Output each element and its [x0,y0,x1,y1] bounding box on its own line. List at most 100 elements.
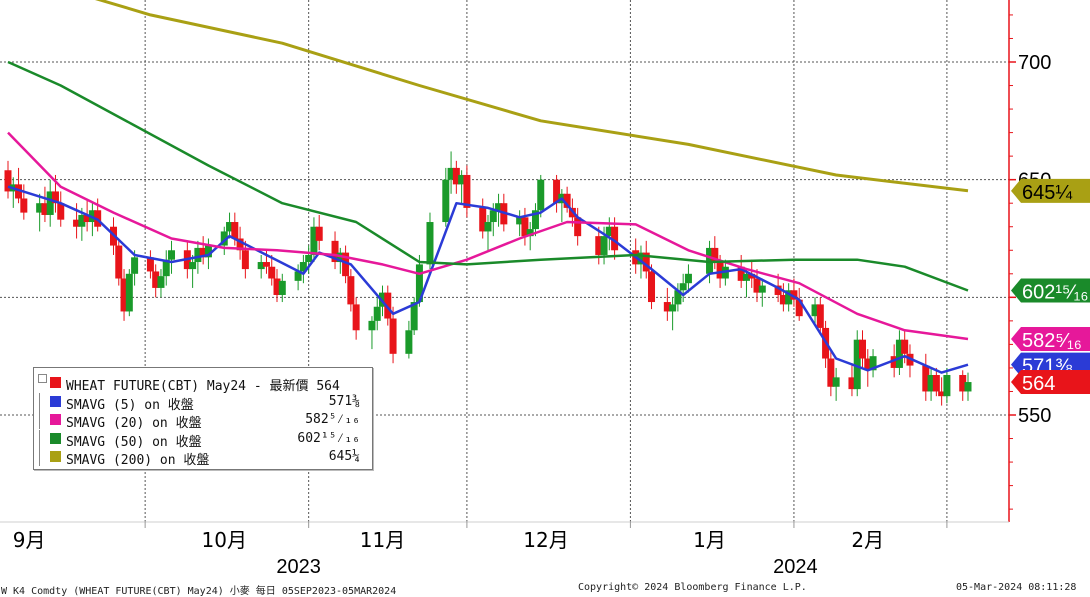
candle-body [336,252,344,263]
candle-body [832,377,840,387]
candle-body [384,292,392,319]
candle-body [890,356,898,368]
candle-body [637,252,645,265]
x-month-label: 9月 [13,528,46,552]
series-line-sma-3 [7,60,969,292]
candle-body [642,252,650,272]
candle-body [305,254,313,263]
candle-body [869,356,877,371]
footer-security-info: W K4 Comdty (WHEAT FUTURE(CBT) May24) 小麥… [1,586,397,597]
candle-body [463,174,471,208]
series-line-sma-2 [7,131,969,341]
candle-body [648,271,656,303]
candle-body [20,198,28,213]
candle-body [83,214,91,223]
candle-body [901,339,909,354]
candle-body [458,174,466,185]
candle-body [447,167,455,180]
legend-tree-line [39,429,48,448]
candle-body [932,374,940,392]
candle-body [268,266,276,279]
legend-swatch [50,377,61,388]
legend-swatch [50,414,61,425]
candle-body [484,222,492,232]
candlestick-group [4,151,972,406]
price-tag-background [1011,326,1090,351]
price-tag: 564 [1011,370,1090,395]
candle-body [204,245,212,258]
candle-body [51,191,59,204]
candle-body [231,222,239,239]
candle-body [964,382,972,392]
candle-body [785,290,793,305]
legend-label: SMAVG (5) on 收盤 [66,397,194,413]
candle-body [199,247,207,258]
candle-body [943,374,951,397]
footer-copyright: Copyright© 2024 Bloomberg Finance L.P. [578,582,807,593]
candle-body [368,320,376,331]
candle-body [737,266,745,281]
legend-value: 645¼ [328,449,360,464]
candle-body [57,203,65,220]
candle-body [189,262,197,270]
candle-body [774,285,782,295]
legend-entry: SMAVG (200) on 收盤 645¼ [34,448,372,468]
candle-body [716,262,724,279]
legend-label: SMAVG (200) on 收盤 [66,453,210,468]
price-tag: 602¹⁵⁄₁₆ [1011,278,1090,304]
candle-body [927,374,935,392]
legend-collapse-box[interactable] [38,374,47,383]
candle-body [495,203,503,211]
candle-body [816,304,824,328]
legend-label: SMAVG (20) on 收盤 [66,416,202,431]
candle-body [531,210,539,230]
candle-body [595,236,603,255]
x-year-label: 2023 [276,556,321,578]
candle-body [811,304,819,317]
legend-entry: SMAVG (5) on 收盤 571⅜ [34,392,372,413]
y-tick-label: 550 [1018,405,1051,427]
candle-body [516,217,524,225]
legend-value: 602¹⁵⁄₁₆ [297,430,360,446]
legend-swatch [50,451,61,462]
price-tag-background [1011,370,1090,395]
candle-body [938,391,946,397]
candle-body [41,203,49,215]
candle-body [299,262,307,272]
candle-body [711,247,719,263]
price-tag-value: 564 [1022,373,1055,395]
candle-body [257,262,265,270]
candle-body [848,377,856,390]
candle-body [373,306,381,321]
candle-body [310,226,318,255]
candle-body [748,273,756,279]
candle-body [684,273,692,284]
candle-body [674,290,682,305]
candle-body [605,226,613,237]
candle-body [600,236,608,255]
legend-tree-line [39,448,48,466]
candle-body [226,222,234,232]
candle-body [574,217,582,237]
candle-body [489,210,497,223]
candle-body [790,290,798,300]
candle-body [278,280,286,295]
candle-body [347,276,355,305]
candle-body [152,271,160,288]
x-month-label: 1月 [693,528,726,552]
legend-label: SMAVG (50) on 收盤 [66,434,202,450]
candle-body [758,285,766,293]
price-tag-value: 582⁵⁄₁₆ [1022,330,1082,352]
x-month-label: 2月 [851,528,884,552]
candle-body [73,219,81,227]
candle-body [294,271,302,281]
candle-body [125,273,133,312]
candle-body [553,179,561,204]
price-tag-background [1011,278,1090,303]
legend-swatch [50,432,61,444]
candle-body [895,339,903,368]
candle-body [220,231,228,246]
series-line-sma-4 [94,0,969,193]
candle-body [157,276,165,288]
candle-body [15,184,23,199]
